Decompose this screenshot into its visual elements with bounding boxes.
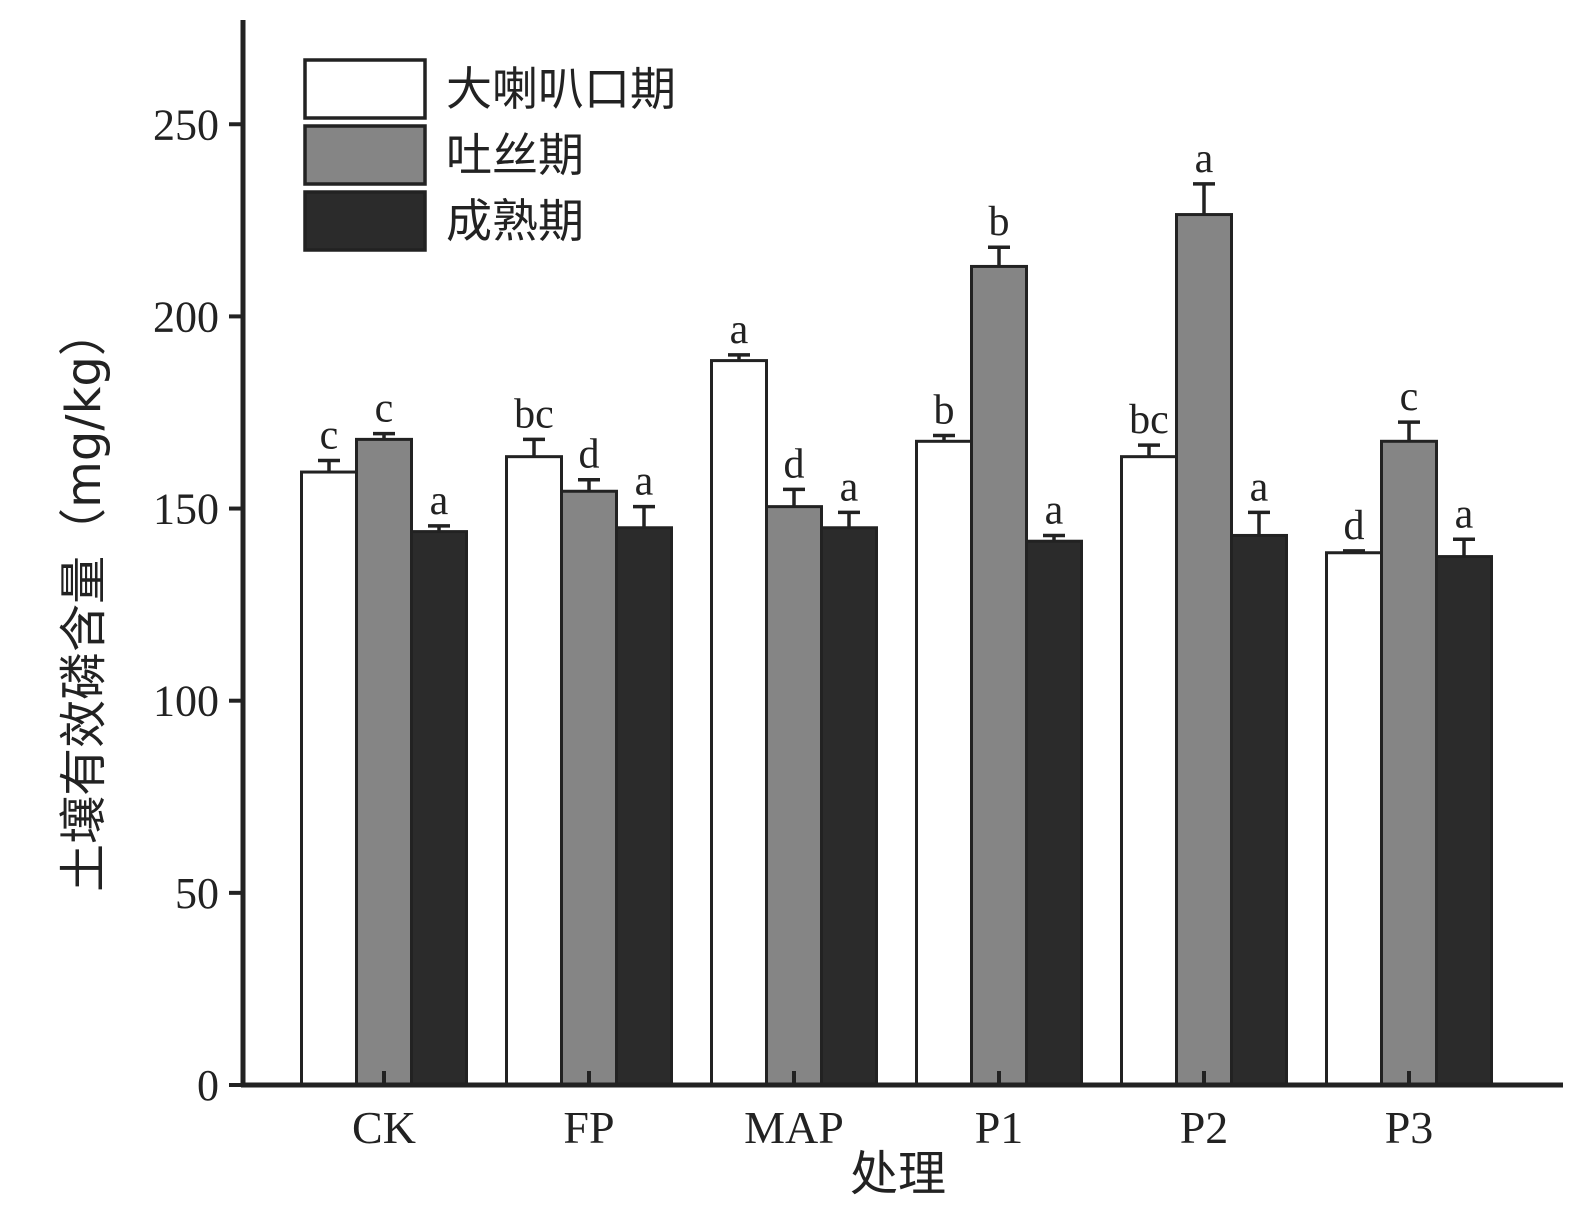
bar: [820, 526, 878, 1087]
ticks-layer: 0 50 100 150 200 250: [153, 100, 1411, 1110]
significance-label: d: [784, 441, 805, 487]
bar: [1120, 455, 1178, 1087]
y-tick-label: 0: [197, 1061, 219, 1110]
bar: [505, 455, 563, 1087]
bar: [710, 359, 768, 1087]
x-tick-label: P2: [1180, 1102, 1229, 1153]
legend-swatch: [303, 58, 427, 120]
significance-label: a: [730, 307, 749, 353]
y-tick-label: 50: [175, 869, 219, 918]
y-tick-label: 200: [153, 292, 219, 341]
bar: [1175, 213, 1233, 1087]
significance-label: d: [1344, 503, 1365, 549]
y-axis-title: 土壤有效磷含量（mg/kg）: [56, 308, 112, 892]
significance-label: a: [635, 459, 654, 505]
bar: [410, 530, 468, 1087]
significance-label: a: [1250, 464, 1269, 510]
y-tick-label: 250: [153, 100, 219, 149]
significance-label: a: [1195, 136, 1214, 182]
bar: [915, 439, 973, 1087]
bar: [1025, 539, 1083, 1087]
significance-label: bc: [1129, 397, 1169, 443]
x-tick-label: P3: [1385, 1102, 1434, 1153]
bar: [560, 489, 618, 1087]
y-tick-label: 100: [153, 677, 219, 726]
x-tick-label: MAP: [744, 1102, 844, 1153]
significance-label: d: [579, 432, 600, 478]
significance-label: c: [1400, 374, 1419, 420]
bar: [300, 470, 358, 1087]
x-tick-label: CK: [352, 1102, 416, 1153]
significance-label: a: [840, 464, 859, 510]
legend-swatch: [303, 190, 427, 252]
y-tick-label: 150: [153, 485, 219, 534]
bar: [765, 505, 823, 1087]
significance-label: c: [320, 413, 339, 459]
bar: [1230, 533, 1288, 1087]
x-tick-label: P1: [975, 1102, 1024, 1153]
axes-layer: [240, 20, 1563, 1088]
significance-label: bc: [514, 391, 554, 437]
x-tick-label: FP: [563, 1102, 614, 1153]
bar: [615, 526, 673, 1087]
legend-label: 吐丝期: [446, 128, 584, 182]
legend-label: 成熟期: [446, 194, 584, 248]
bar: [1325, 551, 1383, 1087]
legend-swatch: [303, 124, 427, 186]
bar: [1435, 555, 1493, 1087]
significance-label: a: [430, 478, 449, 524]
x-axis-title: 处理: [850, 1146, 946, 1202]
legend-label: 大喇叭口期: [446, 62, 676, 116]
significance-label: a: [1045, 487, 1064, 533]
significance-label: b: [989, 199, 1010, 245]
bars-layer: [300, 182, 1493, 1087]
bar: [355, 437, 413, 1087]
significance-label: c: [375, 386, 394, 432]
significance-label: a: [1455, 491, 1474, 537]
significance-label: b: [934, 388, 955, 434]
bar: [970, 264, 1028, 1087]
bar: [1380, 439, 1438, 1087]
